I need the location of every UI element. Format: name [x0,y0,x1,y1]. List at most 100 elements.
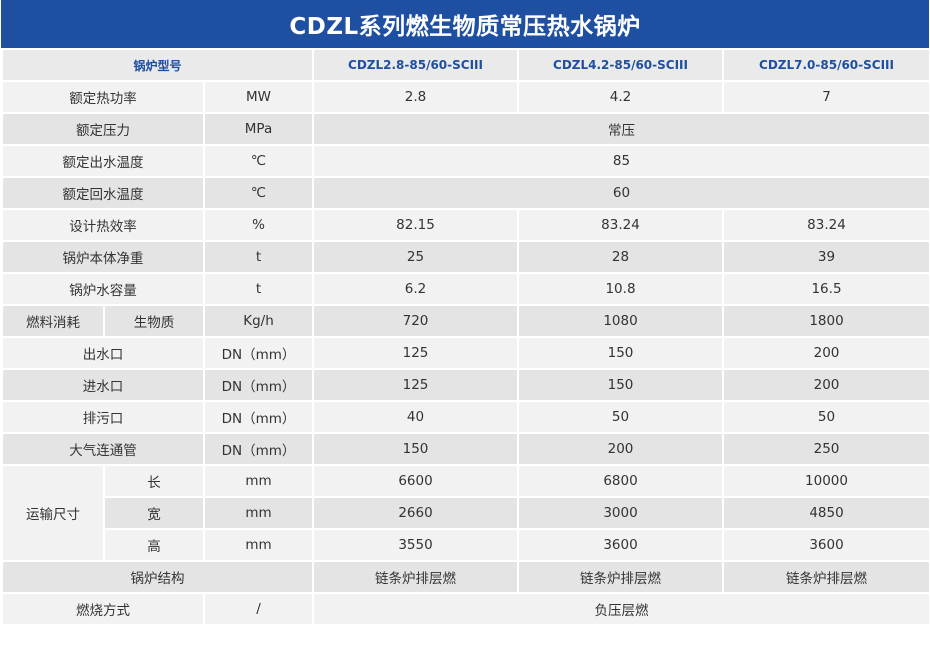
row-label: 锅炉水容量 [1,272,205,306]
row-label: 燃烧方式 [1,592,205,626]
cell-value: 28 [517,240,724,274]
model-header: CDZL2.8-85/60-SCIII [312,48,519,82]
row-unit: DN（mm） [203,336,314,370]
spec-table: 锅炉型号 CDZL2.8-85/60-SCIII CDZL4.2-85/60-S… [1,48,930,626]
header-label: 锅炉型号 [1,48,314,82]
row-label: 额定热功率 [1,80,205,114]
row-label: 大气连通管 [1,432,205,466]
cell-value: 125 [312,368,519,402]
row-unit: Kg/h [203,304,314,338]
cell-value: 200 [722,336,930,370]
row-label: 高 [103,528,205,562]
cell-value: 39 [722,240,930,274]
cell-value: 3000 [517,496,724,530]
row-unit: t [203,240,314,274]
cell-value: 6600 [312,464,519,498]
row-unit: mm [203,528,314,562]
cell-value: 16.5 [722,272,930,306]
row-unit: DN（mm） [203,400,314,434]
row-label: 额定出水温度 [1,144,205,178]
cell-value: 250 [722,432,930,466]
table-row: 燃烧方式 / 负压层燃 [1,592,930,626]
cell-value: 链条炉排层燃 [517,560,724,594]
cell-value: 10000 [722,464,930,498]
table-row: 排污口 DN（mm） 40 50 50 [1,400,930,434]
cell-value: 150 [312,432,519,466]
cell-value: 2.8 [312,80,519,114]
row-unit: DN（mm） [203,432,314,466]
cell-value: 1080 [517,304,724,338]
row-label: 锅炉结构 [1,560,314,594]
table-header-row: 锅炉型号 CDZL2.8-85/60-SCIII CDZL4.2-85/60-S… [1,48,930,82]
model-header: CDZL4.2-85/60-SCIII [517,48,724,82]
row-label: 额定压力 [1,112,205,146]
cell-value: 3600 [722,528,930,562]
table-row: 设计热效率 % 82.15 83.24 83.24 [1,208,930,242]
cell-value: 链条炉排层燃 [312,560,519,594]
cell-value: 720 [312,304,519,338]
row-label: 锅炉本体净重 [1,240,205,274]
cell-value: 50 [517,400,724,434]
cell-value: 6.2 [312,272,519,306]
table-row: 额定压力 MPa 常压 [1,112,930,146]
cell-value-merged: 负压层燃 [312,592,930,626]
row-label: 宽 [103,496,205,530]
cell-value: 2660 [312,496,519,530]
row-unit: mm [203,464,314,498]
row-label: 排污口 [1,400,205,434]
cell-value: 125 [312,336,519,370]
table-row: 锅炉结构 链条炉排层燃 链条炉排层燃 链条炉排层燃 [1,560,930,594]
table-row: 额定热功率 MW 2.8 4.2 7 [1,80,930,114]
table-row: 宽 mm 2660 3000 4850 [2,496,930,530]
page-title: CDZL系列燃生物质常压热水锅炉 [1,0,929,48]
row-label: 出水口 [1,336,205,370]
cell-value: 200 [517,432,724,466]
cell-value: 82.15 [312,208,519,242]
row-unit: ℃ [203,176,314,210]
table-row: 额定回水温度 ℃ 60 [1,176,930,210]
row-label: 进水口 [1,368,205,402]
table-row: 进水口 DN（mm） 125 150 200 [1,368,930,402]
row-unit: / [203,592,314,626]
cell-value: 40 [312,400,519,434]
cell-value: 83.24 [517,208,724,242]
row-unit: t [203,272,314,306]
row-unit: MW [203,80,314,114]
table-row: 运输尺寸 长 mm 6600 6800 10000 [1,464,930,562]
table-row: 高 mm 3550 3600 3600 [2,528,930,562]
row-unit: mm [203,496,314,530]
row-group-label: 运输尺寸 [1,464,105,562]
table-row: 锅炉水容量 t 6.2 10.8 16.5 [1,272,930,306]
cell-value: 25 [312,240,519,274]
cell-value: 200 [722,368,930,402]
row-unit: ℃ [203,144,314,178]
row-label: 长 [103,464,205,498]
cell-value: 4850 [722,496,930,530]
table-row: 出水口 DN（mm） 125 150 200 [1,336,930,370]
row-unit: MPa [203,112,314,146]
cell-value: 4.2 [517,80,724,114]
cell-value: 3550 [312,528,519,562]
cell-value: 10.8 [517,272,724,306]
cell-value-merged: 85 [312,144,930,178]
cell-value-merged: 60 [312,176,930,210]
cell-value: 150 [517,336,724,370]
row-label: 额定回水温度 [1,176,205,210]
row-unit: % [203,208,314,242]
model-header: CDZL7.0-85/60-SCIII [722,48,930,82]
table-row: 大气连通管 DN（mm） 150 200 250 [1,432,930,466]
table-row: 锅炉本体净重 t 25 28 39 [1,240,930,274]
cell-value: 7 [722,80,930,114]
cell-value: 链条炉排层燃 [722,560,930,594]
cell-value: 83.24 [722,208,930,242]
row-unit: DN（mm） [203,368,314,402]
table-row: 额定出水温度 ℃ 85 [1,144,930,178]
cell-value: 1800 [722,304,930,338]
table-row: 燃料消耗 生物质 Kg/h 720 1080 1800 [1,304,930,338]
cell-value: 6800 [517,464,724,498]
cell-value: 50 [722,400,930,434]
row-label: 设计热效率 [1,208,205,242]
cell-value-merged: 常压 [312,112,930,146]
cell-value: 3600 [517,528,724,562]
